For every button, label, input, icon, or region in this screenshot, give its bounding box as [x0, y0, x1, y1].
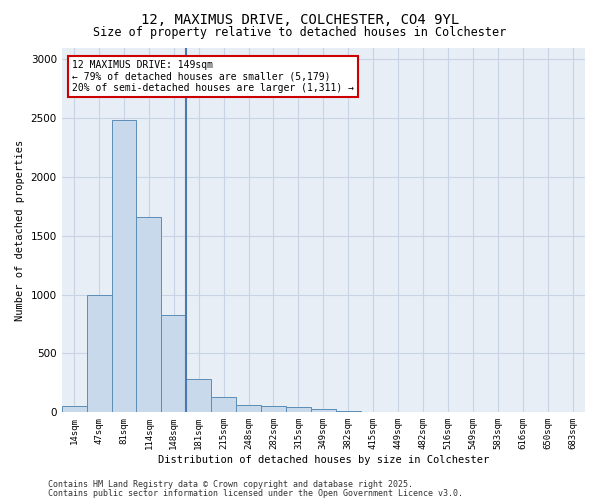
Bar [112, 120, 136, 412]
Bar [161, 314, 186, 412]
Text: 12, MAXIMUS DRIVE, COLCHESTER, CO4 9YL: 12, MAXIMUS DRIVE, COLCHESTER, CO4 9YL [141, 12, 459, 26]
Text: Contains public sector information licensed under the Open Government Licence v3: Contains public sector information licen… [48, 489, 463, 498]
Bar [86, 294, 112, 412]
X-axis label: Distribution of detached houses by size in Colchester: Distribution of detached houses by size … [158, 455, 489, 465]
Bar [311, 409, 336, 412]
Bar [62, 406, 86, 412]
Bar [186, 380, 211, 412]
Y-axis label: Number of detached properties: Number of detached properties [15, 140, 25, 320]
Bar [286, 407, 311, 412]
Text: 12 MAXIMUS DRIVE: 149sqm
← 79% of detached houses are smaller (5,179)
20% of sem: 12 MAXIMUS DRIVE: 149sqm ← 79% of detach… [72, 60, 354, 94]
Bar [261, 406, 286, 412]
Bar [236, 406, 261, 412]
Text: Contains HM Land Registry data © Crown copyright and database right 2025.: Contains HM Land Registry data © Crown c… [48, 480, 413, 489]
Bar [211, 397, 236, 412]
Bar [136, 217, 161, 412]
Text: Size of property relative to detached houses in Colchester: Size of property relative to detached ho… [94, 26, 506, 39]
